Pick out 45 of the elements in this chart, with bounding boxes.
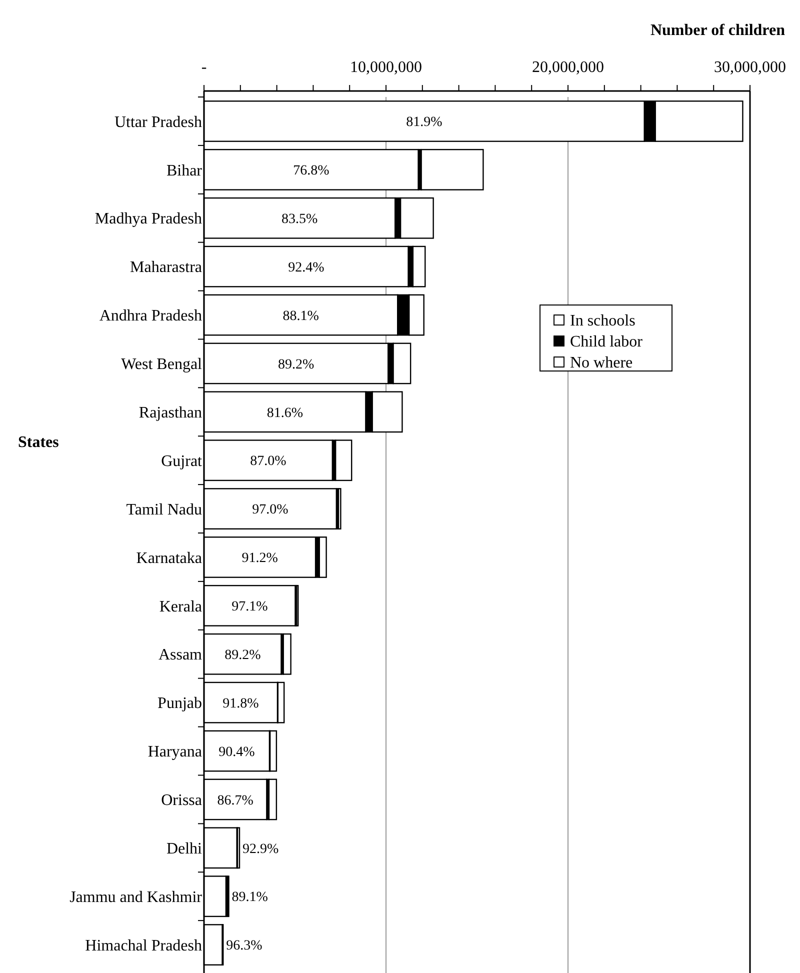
y-tick-label: Karnataka: [136, 550, 202, 567]
y-tick-label: Haryana: [148, 744, 202, 761]
y-tick-label: West Bengal: [121, 356, 203, 374]
annotation: 88.1%: [282, 308, 320, 324]
annotation: 97.0%: [252, 502, 289, 518]
annotation: 83.5%: [281, 212, 318, 228]
y-tick-label: Assam: [158, 646, 203, 664]
annotation: 89.1%: [232, 890, 268, 906]
y-tick-label: Orissa: [161, 792, 202, 810]
annotation: 89.2%: [224, 648, 262, 664]
y-tick-label: Bihar: [166, 162, 203, 180]
x-axis-title: Number of children: [650, 22, 786, 39]
annotation: 92.4%: [288, 260, 325, 276]
annotation: 91.2%: [242, 551, 278, 566]
annotation: 87.0%: [250, 454, 287, 470]
annotation: 81.9%: [406, 115, 443, 130]
x-tick-label: 10,000,000: [350, 59, 422, 76]
annotation: 89.2%: [278, 357, 315, 372]
annotation: 76.8%: [293, 164, 330, 179]
y-tick-label: Rajasthan: [138, 404, 202, 422]
annotation: 91.8%: [222, 696, 260, 712]
legend-label: Child labor: [570, 334, 644, 351]
y-tick-label: Andhra Pradesh: [99, 308, 202, 325]
annotation: 90.4%: [218, 744, 256, 760]
x-tick-label: -: [201, 59, 207, 76]
y-tick-label: Kerala: [159, 598, 202, 616]
y-axis-title: States: [18, 434, 59, 451]
x-tick-label: 30,000,000: [714, 59, 786, 76]
y-tick-label: Maharastra: [130, 259, 202, 276]
y-tick-label: Himachal Pradesh: [85, 937, 202, 954]
legend-label: In schools: [570, 312, 636, 330]
y-tick-label: Madhya Pradesh: [94, 210, 202, 228]
annotation: 92.9%: [242, 842, 279, 857]
y-tick-label: Gujrat: [161, 452, 203, 470]
x-tick-label: 20,000,000: [532, 59, 604, 76]
y-tick-label: Punjab: [158, 695, 202, 712]
annotation: 86.7%: [217, 793, 254, 808]
annotation: 97.1%: [232, 600, 268, 615]
annotation: 96.3%: [226, 938, 263, 954]
annotation: 81.6%: [266, 406, 304, 421]
y-tick-label: Uttar Pradesh: [114, 114, 202, 131]
legend-label: No where: [570, 354, 633, 372]
y-tick-label: Jammu and Kashmir: [70, 888, 203, 906]
y-tick-label: Delhi: [166, 840, 203, 858]
y-tick-label: Tamil Nadu: [126, 501, 202, 518]
